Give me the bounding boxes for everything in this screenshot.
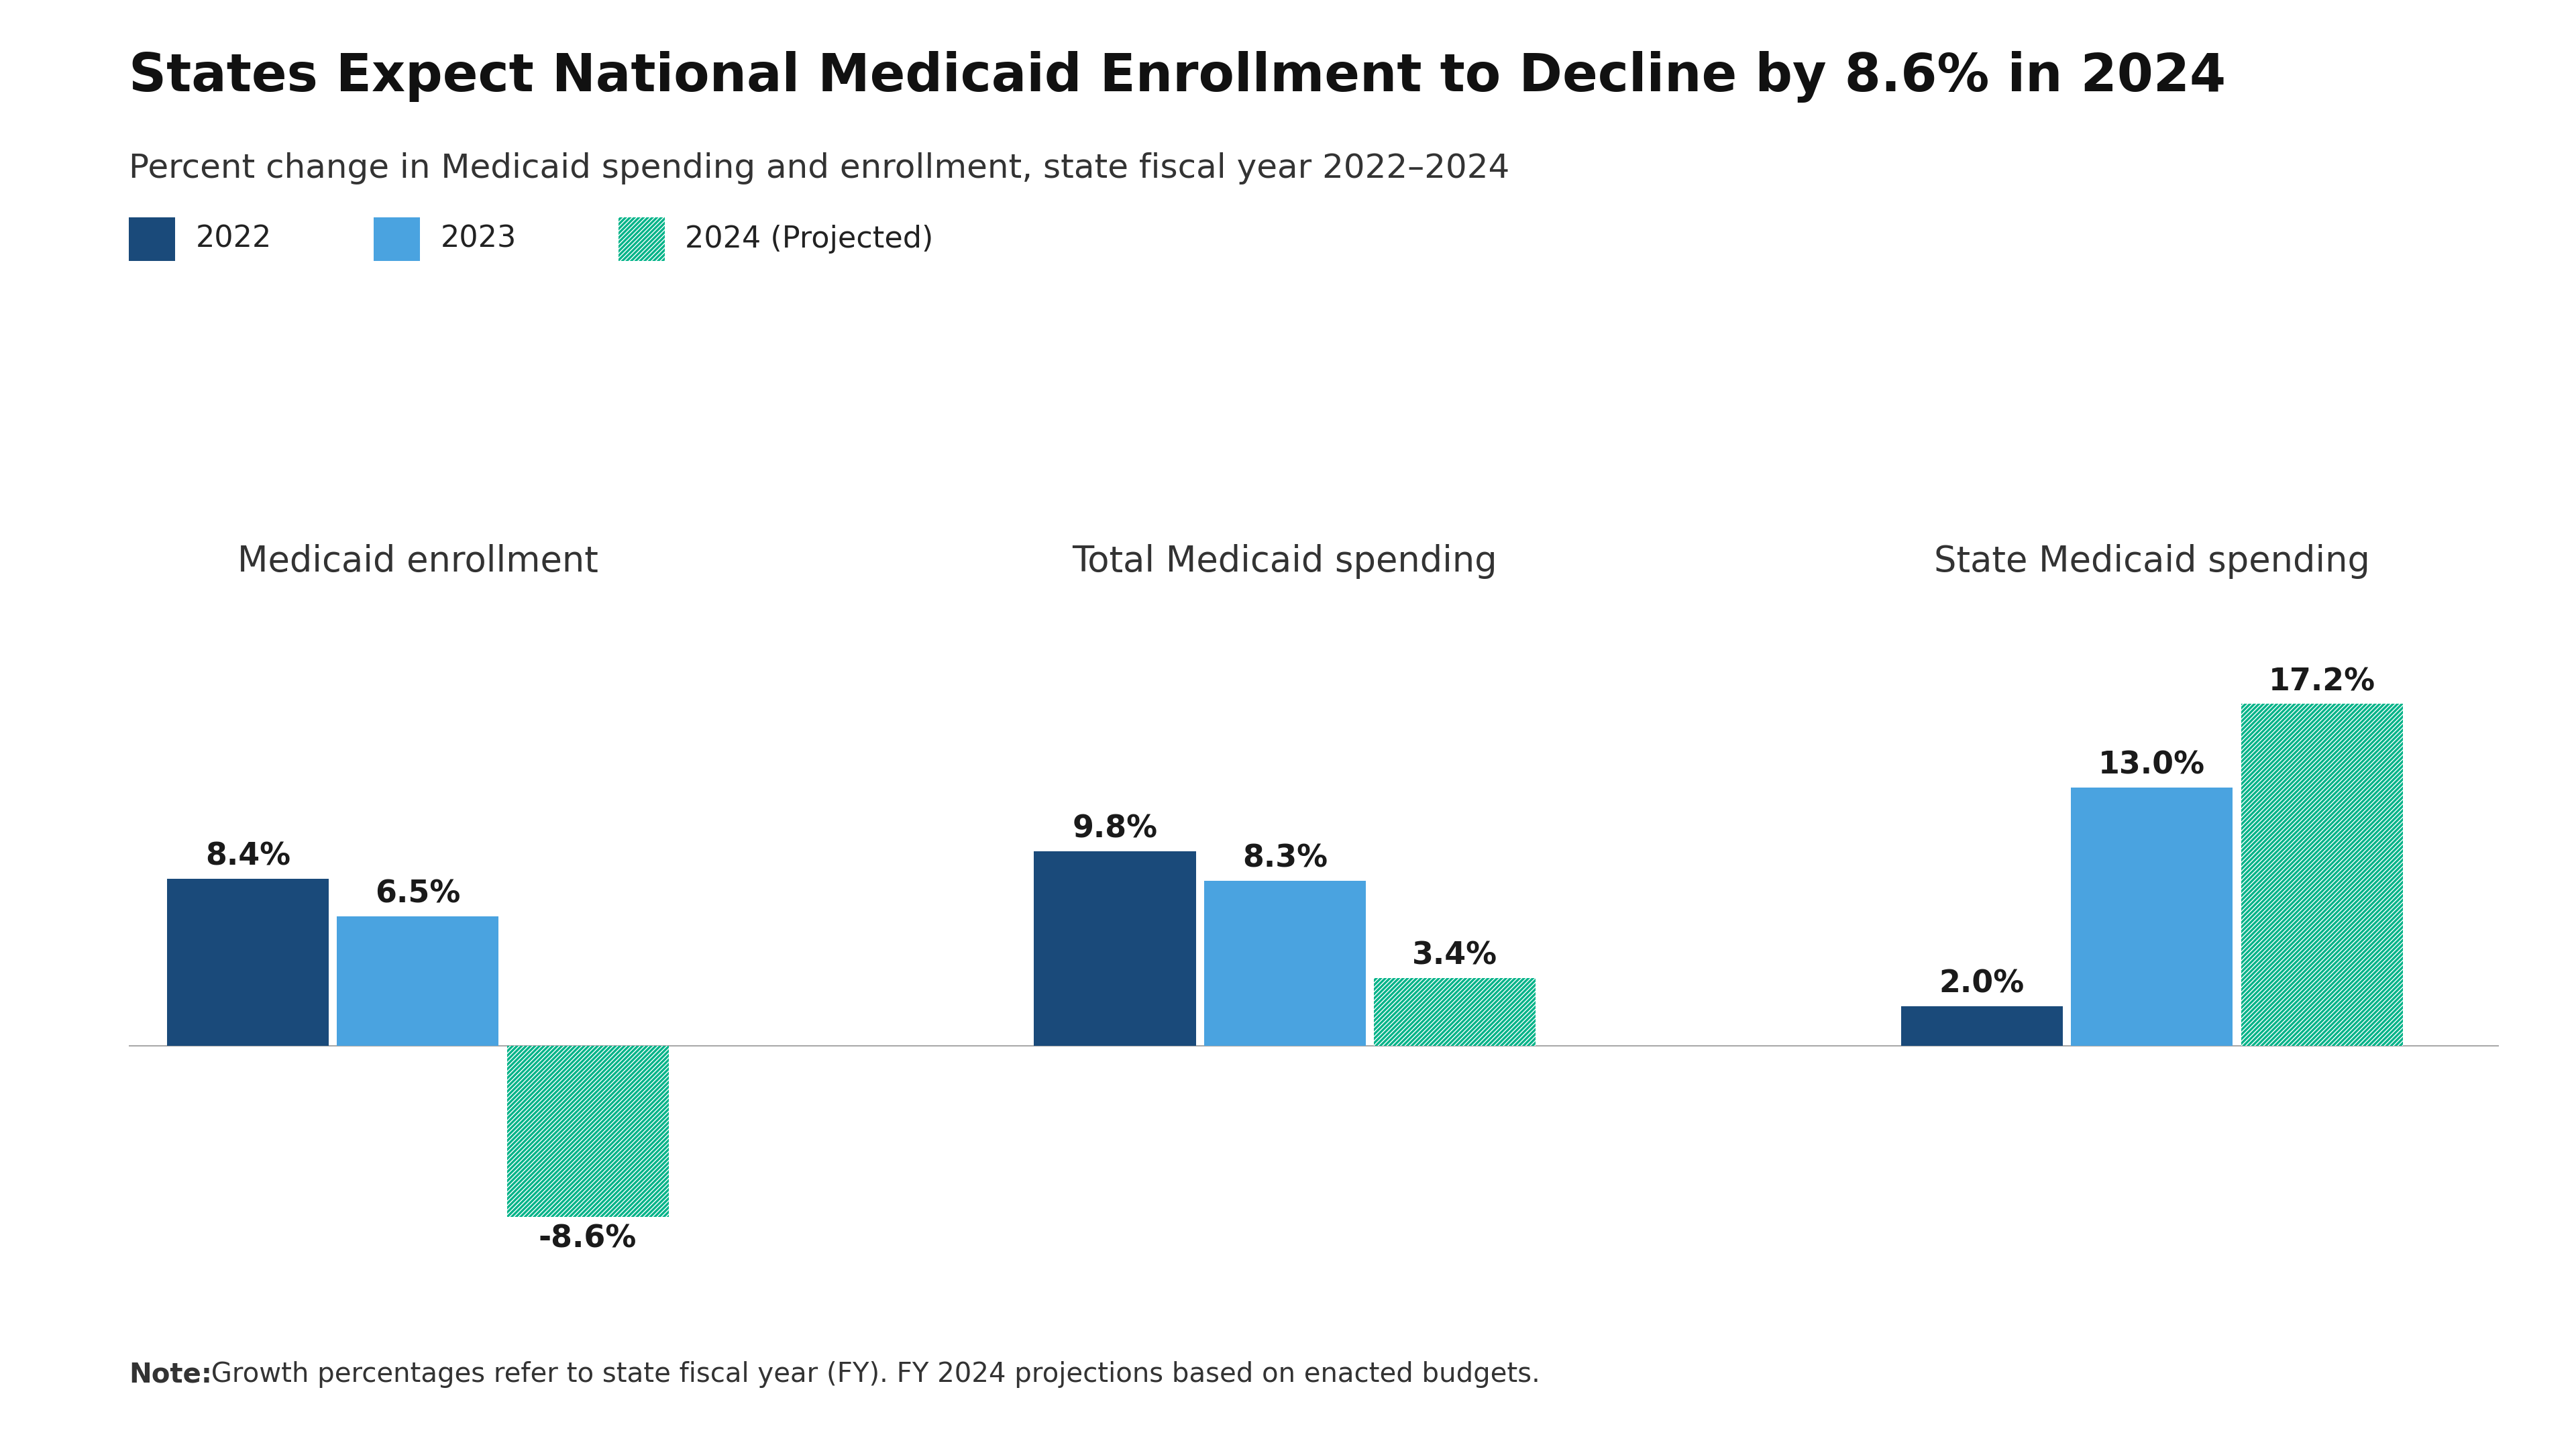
Text: Note:: Note: <box>129 1361 211 1388</box>
Bar <box>1901 1006 2063 1046</box>
Text: 8.4%: 8.4% <box>206 842 291 872</box>
Bar <box>167 880 330 1046</box>
Bar <box>1203 881 1365 1046</box>
Text: -8.6%: -8.6% <box>538 1223 636 1253</box>
Bar <box>2241 704 2403 1046</box>
Bar <box>2071 787 2233 1046</box>
Text: Growth percentages refer to state fiscal year (FY). FY 2024 projections based on: Growth percentages refer to state fiscal… <box>204 1361 1540 1388</box>
Bar <box>507 1046 670 1217</box>
Text: 8.3%: 8.3% <box>1242 843 1327 874</box>
Text: Medicaid enrollment: Medicaid enrollment <box>237 543 598 578</box>
Text: 3.4%: 3.4% <box>1412 940 1497 971</box>
Text: 17.2%: 17.2% <box>2269 667 2375 697</box>
Bar <box>1373 978 1535 1046</box>
Text: 2022: 2022 <box>196 225 273 254</box>
Bar <box>337 917 500 1046</box>
Bar <box>2241 704 2403 1046</box>
Text: 13.0%: 13.0% <box>2099 751 2205 781</box>
Text: 2023: 2023 <box>440 225 518 254</box>
Text: Total Medicaid spending: Total Medicaid spending <box>1072 543 1497 578</box>
Bar <box>1373 978 1535 1046</box>
Bar <box>507 1046 670 1217</box>
Bar <box>1033 851 1195 1046</box>
Text: 2.0%: 2.0% <box>1940 969 2025 998</box>
Text: States Expect National Medicaid Enrollment to Decline by 8.6% in 2024: States Expect National Medicaid Enrollme… <box>129 51 2226 103</box>
Text: 9.8%: 9.8% <box>1072 814 1157 845</box>
Text: State Medicaid spending: State Medicaid spending <box>1935 543 2370 578</box>
Text: 2024 (Projected): 2024 (Projected) <box>685 225 933 254</box>
Text: Percent change in Medicaid spending and enrollment, state fiscal year 2022–2024: Percent change in Medicaid spending and … <box>129 152 1510 184</box>
Text: 6.5%: 6.5% <box>376 880 461 910</box>
